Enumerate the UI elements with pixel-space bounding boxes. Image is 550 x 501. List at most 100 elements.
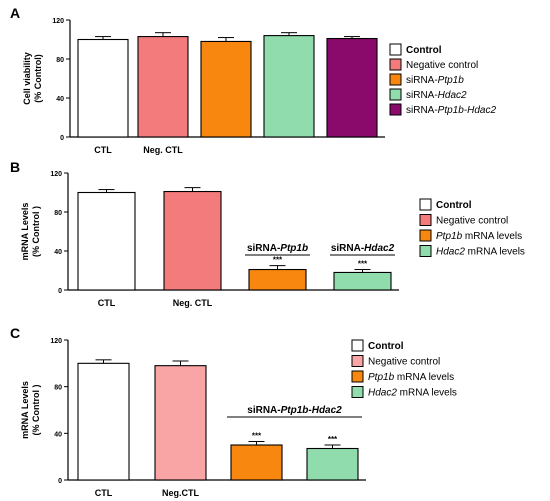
panel-a-ytick-label-1: 40: [56, 96, 64, 103]
panel-c-bar-0: [77, 362, 130, 481]
panel-a-legend-label-4-part-1: Ptp1b-Hdac2: [438, 105, 497, 116]
panel-c-xtick-label-1: Neg.CTL: [162, 488, 200, 498]
panel-c-legend-label-2-part-0: Ptp1b: [368, 372, 395, 383]
panel-a-bar-1: [137, 36, 189, 138]
panel-c-group-label-0: siRNA-Ptp1b-Hdac2: [247, 405, 342, 416]
panel-c-group-label-0-part-1: Ptp1b-Hdac2: [281, 405, 343, 416]
panel-c-letter: C: [10, 325, 20, 341]
panel-a-legend-label-4-part-0: siRNA-: [406, 105, 438, 116]
panel-b-significance-0: ***: [273, 256, 283, 265]
panel-b-legend-label-3: Hdac2 mRNA levels: [436, 247, 525, 258]
panel-a-ytick-label-2: 80: [56, 57, 64, 64]
panel-a-legend-swatch-2: [389, 73, 402, 86]
panel-b-legend-label-3-part-0: Hdac2: [436, 247, 465, 258]
panel-b-bar-1: [163, 190, 222, 291]
panel-b-legend-label-0-part-0: Control: [436, 200, 472, 211]
panel-c-ytick-label-0: 0: [58, 478, 62, 485]
panel-b-ytick-label-1: 40: [54, 249, 62, 256]
panel-c-legend-label-1: Negative control: [368, 357, 440, 368]
panel-c-legend-swatch-0: [351, 339, 364, 352]
panel-c-legend-label-0-part-0: Control: [368, 341, 404, 352]
panel-a-letter: A: [10, 5, 20, 21]
panel-c-bar-2: [230, 444, 283, 481]
panel-b-legend-swatch-1: [419, 214, 432, 226]
panel-a: A Cell viability (% Control) 0 40 80 120 CTL Neg…: [10, 5, 496, 155]
panel-c-xtick-label-0: CTL: [95, 488, 113, 498]
panel-b-legend-label-2-part-1: mRNA levels: [462, 231, 522, 242]
panel-b-xtick-label-1: Neg. CTL: [173, 298, 213, 308]
panel-a-legend-label-3: siRNA-Hdac2: [406, 90, 467, 101]
panel-b-legend-label-0: Control: [436, 200, 472, 211]
panel-c-legend-label-1-part-0: Negative control: [368, 357, 440, 368]
panel-b-legend-swatch-3: [419, 245, 432, 257]
panel-c-legend-swatch-3: [351, 386, 364, 398]
panel-c-ytick-label-3: 120: [50, 338, 62, 345]
panel-c-ylabel-line-0: mRNA Levels: [20, 381, 30, 439]
panel-a-legend-label-0: Control: [406, 45, 442, 56]
panel-c-legend-label-3-part-1: mRNA levels: [397, 388, 457, 399]
panel-b-group-label-1-part-0: siRNA-: [331, 243, 364, 254]
panel-b-ytick-label-3: 120: [50, 171, 62, 178]
panel-a-legend-swatch-1: [389, 58, 402, 71]
panel-a-ytick-label-3: 120: [52, 18, 64, 25]
panel-b-legend: Control Negative control Ptp1b mRNA levels…: [419, 198, 525, 258]
panel-b-group-label-0-part-1: Ptp1b: [280, 243, 308, 254]
panel-c-bar-3: [306, 447, 359, 481]
panel-b-bar-2: [248, 268, 307, 291]
panel-c-legend-label-3-part-0: Hdac2: [368, 388, 397, 399]
panel-b-legend-label-1: Negative control: [436, 216, 508, 227]
panel-a-legend-swatch-0: [389, 43, 402, 56]
panel-a-bar-4: [326, 37, 378, 138]
panel-b-group-label-1: siRNA-Hdac2: [331, 243, 395, 254]
panel-a-legend-swatch-3: [389, 88, 402, 101]
panel-b-xtick-label-0: CTL: [98, 298, 116, 308]
panel-b-legend-label-2: Ptp1b mRNA levels: [436, 231, 522, 242]
panel-a-bar-2: [200, 40, 252, 138]
panel-c-legend-label-3: Hdac2 mRNA levels: [368, 388, 457, 399]
panel-b-legend-swatch-2: [419, 229, 432, 242]
panel-a-ylabel-line-0: Cell viability: [22, 52, 32, 105]
panel-c-significance-1: ***: [328, 435, 338, 444]
panel-c-ytick-label-1: 40: [54, 431, 62, 438]
panel-c-group-label-0-part-0: siRNA-: [247, 405, 280, 416]
panel-a-legend-label-1-part-0: Negative control: [406, 60, 478, 71]
panel-b-group-label-1-part-1: Hdac2: [364, 243, 394, 254]
panel-c-legend-label-2-part-1: mRNA levels: [394, 372, 454, 383]
panel-a-legend-label-2: siRNA-Ptp1b: [406, 75, 464, 86]
panel-b-ytick-label-0: 0: [58, 288, 62, 295]
panel-a-legend-label-0-part-0: Control: [406, 45, 442, 56]
panel-a-ytick-label-0: 0: [60, 135, 64, 142]
panel-b-legend-label-1-part-0: Negative control: [436, 216, 508, 227]
panel-c-bar-1: [154, 365, 207, 481]
panel-b-significance-1: ***: [358, 260, 368, 269]
panel-a-legend-label-2-part-0: siRNA-: [406, 75, 438, 86]
panel-a-legend-swatch-4: [389, 103, 402, 116]
panel-a-legend-label-1: Negative control: [406, 60, 478, 71]
panel-c-legend: Control Negative control Ptp1b mRNA levels…: [351, 339, 457, 399]
panel-b-legend-label-2-part-0: Ptp1b: [436, 231, 463, 242]
panel-c-ylabel-line-1: (% Control ): [31, 385, 41, 436]
panel-a-bar-3: [263, 35, 315, 138]
panel-b-bar-3: [333, 271, 392, 291]
panel-a-legend-label-4: siRNA-Ptp1b-Hdac2: [406, 105, 496, 116]
panel-a-ylabel-line-1: (% Control): [33, 54, 43, 103]
panel-c-legend-label-0: Control: [368, 341, 404, 352]
panel-c-legend-label-2: Ptp1b mRNA levels: [368, 372, 454, 383]
panel-c-significance-0: ***: [252, 432, 262, 441]
panel-b-bar-0: [77, 191, 136, 291]
panel-a-legend-label-2-part-1: Ptp1b: [438, 75, 465, 86]
panel-c-legend-swatch-1: [351, 355, 364, 367]
panel-b-legend-label-3-part-1: mRNA levels: [465, 247, 525, 258]
panel-a-bar-0: [77, 38, 129, 138]
panel-c-legend-swatch-2: [351, 370, 364, 383]
panel-b-group-label-0-part-0: siRNA-: [247, 243, 280, 254]
panel-a-legend-label-3-part-1: Hdac2: [438, 90, 467, 101]
panel-c-ytick-label-2: 80: [54, 385, 62, 392]
panel-b-letter: B: [10, 159, 20, 175]
panel-a-xtick-label-0: CTL: [94, 145, 112, 155]
panel-b-group-label-0: siRNA-Ptp1b: [247, 243, 308, 254]
panel-b-ylabel-line-1: (% Control ): [31, 206, 41, 257]
